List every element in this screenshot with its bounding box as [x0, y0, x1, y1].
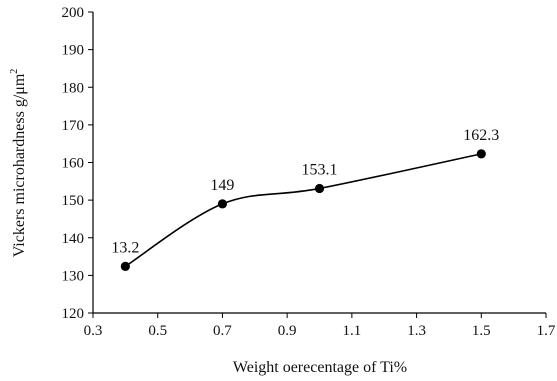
- data-point: [314, 183, 325, 194]
- data-point: [217, 199, 228, 209]
- y-tick-label: 180: [62, 80, 85, 96]
- y-tick-label: 190: [62, 43, 85, 59]
- x-tick-label: 0.5: [148, 323, 167, 339]
- data-label: 13.2: [111, 239, 139, 256]
- series-line: [124, 153, 482, 268]
- y-tick-label: 160: [62, 156, 85, 172]
- y-axis-title-main: Vickers microhardness g/μm: [11, 73, 28, 257]
- x-tick-label: 1.1: [342, 323, 361, 339]
- data-label: 153.1: [302, 161, 338, 178]
- x-tick-label: 1.3: [407, 323, 426, 339]
- y-axis-title: Vickers microhardness g/μm2: [9, 69, 28, 258]
- x-tick-label: 1.5: [472, 323, 491, 339]
- data-label: 149: [210, 177, 234, 194]
- data-point: [120, 261, 130, 271]
- x-tick-label: 0.9: [278, 323, 297, 339]
- x-tick-label: 0.7: [213, 323, 232, 339]
- svg-text:Vickers microhardness g/μm2: Vickers microhardness g/μm2: [9, 69, 28, 258]
- x-axis-title: Weight oerecentage of Ti%: [233, 359, 407, 376]
- x-tick-label: 0.3: [84, 323, 103, 339]
- x-tick-label: 1.7: [537, 323, 556, 339]
- data-point: [476, 149, 486, 159]
- y-tick-label: 170: [62, 118, 85, 134]
- y-tick-label: 140: [62, 231, 85, 247]
- y-tick-label: 130: [62, 268, 85, 284]
- y-tick-label: 120: [62, 306, 85, 322]
- y-axis-title-superscript: 2: [9, 69, 20, 74]
- data-label: 162.3: [463, 127, 499, 144]
- y-tick-label: 150: [62, 193, 85, 209]
- y-tick-label: 200: [62, 5, 85, 21]
